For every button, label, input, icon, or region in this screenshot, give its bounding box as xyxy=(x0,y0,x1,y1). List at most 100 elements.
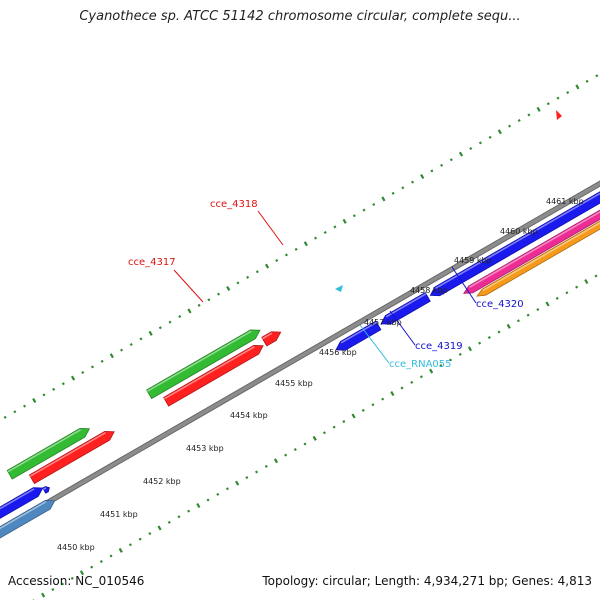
gene-arrow-highlight xyxy=(0,488,35,510)
inner-tick-mark xyxy=(487,336,491,340)
inner-tick-mark xyxy=(400,386,404,390)
tick-label: 4461 kbp xyxy=(546,197,584,206)
inner-tick-mark xyxy=(79,570,85,576)
inner-tick-mark xyxy=(148,532,152,536)
inner-tick-mark xyxy=(99,560,103,564)
outer-tick-mark xyxy=(158,326,162,330)
tick-label: 4458 kbp xyxy=(410,286,448,295)
outer-tick-mark xyxy=(381,196,386,202)
inner-tick-mark xyxy=(138,537,142,541)
backbone-line xyxy=(0,181,600,533)
gene-arrow[interactable] xyxy=(42,486,50,494)
gene-arrow-highlight xyxy=(146,330,252,392)
tick-label: 4460 kbp xyxy=(500,227,538,236)
gene-label[interactable]: cce_4317 xyxy=(128,257,176,268)
inner-tick-mark xyxy=(526,313,530,317)
feature-marker xyxy=(556,110,562,120)
gene-feature-track xyxy=(0,110,600,551)
inner-tick-mark xyxy=(506,323,511,329)
inner-tick-mark xyxy=(449,358,453,362)
inner-tick-mark xyxy=(225,487,229,491)
inner-tick-mark xyxy=(90,565,94,569)
inner-tick-mark xyxy=(187,509,191,513)
gene-label[interactable]: cce_4319 xyxy=(415,341,463,352)
outer-tick-mark xyxy=(81,371,85,375)
outer-tick-mark xyxy=(440,163,444,167)
gene-label-leader xyxy=(451,266,477,304)
gene-arrow[interactable] xyxy=(0,487,44,537)
outer-tick-mark xyxy=(32,398,37,404)
gene-arrow[interactable] xyxy=(163,345,264,407)
inner-tick-mark xyxy=(516,319,520,323)
inner-tick-mark xyxy=(128,543,132,547)
gene-arrow[interactable] xyxy=(335,320,382,351)
inner-tick-mark xyxy=(467,346,472,352)
rna-feature-arrow[interactable] xyxy=(335,285,343,292)
gene-label[interactable]: cce_4320 xyxy=(476,299,524,310)
outer-tick-mark xyxy=(139,337,143,341)
gene-label-leader xyxy=(389,310,416,346)
outer-tick-mark xyxy=(168,320,172,324)
gene-arrow[interactable] xyxy=(28,431,115,485)
gene-arrow-highlight xyxy=(43,487,47,491)
inner-tick-mark xyxy=(575,285,579,289)
gene-label[interactable]: cce_4318 xyxy=(210,199,258,210)
inner-tick-mark xyxy=(419,375,423,379)
tick-label: 4453 kbp xyxy=(186,444,224,453)
tick-label-group: 4450 kbp 4451 kbp 4452 kbp 4453 kbp 4454 kbp… xyxy=(57,197,584,552)
inner-tick-mark xyxy=(410,380,414,384)
gene-arrow-highlight xyxy=(262,332,273,340)
inner-tick-mark xyxy=(177,515,181,519)
outer-tick-mark xyxy=(411,180,415,184)
tick-label: 4450 kbp xyxy=(57,543,95,552)
inner-tick-mark xyxy=(109,554,113,558)
inner-tick-mark xyxy=(545,301,550,307)
outer-tick-mark xyxy=(109,353,114,359)
page-title: Cyanothece sp. ATCC 51142 chromosome cir… xyxy=(79,9,521,24)
gene-arrow-highlight xyxy=(0,501,47,530)
outer-tick-mark xyxy=(284,253,288,257)
gene-arrow-highlight xyxy=(469,210,600,288)
gene-arrow-highlight xyxy=(7,429,82,473)
outer-tick-mark xyxy=(120,348,124,352)
outer-tick-mark xyxy=(3,415,7,419)
gene-arrow-highlight xyxy=(29,432,106,477)
inner-tick-mark xyxy=(536,308,540,312)
outer-tick-track xyxy=(3,74,599,419)
outer-tick-mark xyxy=(246,275,250,279)
tick-label: 4452 kbp xyxy=(143,477,181,486)
outer-tick-mark xyxy=(546,102,550,106)
inner-tick-mark xyxy=(157,525,162,531)
outer-tick-mark xyxy=(70,375,76,381)
outer-tick-mark xyxy=(197,303,201,307)
outer-tick-mark xyxy=(372,203,376,207)
outer-tick-mark xyxy=(255,270,259,274)
outer-tick-mark xyxy=(449,158,453,162)
outer-tick-mark xyxy=(478,141,482,145)
gene-arrow[interactable] xyxy=(0,499,56,551)
tick-label: 4457 kbp xyxy=(364,318,402,327)
inner-tick-mark xyxy=(429,368,434,374)
outer-tick-mark xyxy=(527,113,531,117)
gene-arrow[interactable] xyxy=(261,331,282,347)
gene-label-leader xyxy=(173,269,204,303)
gene-label[interactable]: cce_RNA055 xyxy=(389,359,452,370)
outer-tick-mark xyxy=(303,241,308,247)
inner-tick-mark xyxy=(284,453,288,457)
inner-tick-mark xyxy=(478,341,482,345)
outer-tick-mark xyxy=(275,259,279,263)
outer-tick-mark xyxy=(362,208,366,212)
outer-tick-mark xyxy=(469,147,473,151)
outer-tick-mark xyxy=(566,91,570,95)
outer-tick-mark xyxy=(323,231,327,235)
outer-tick-mark xyxy=(178,315,182,319)
gene-arrow[interactable] xyxy=(146,329,261,400)
outer-tick-mark xyxy=(508,124,512,128)
outer-tick-mark xyxy=(556,96,560,100)
gene-label-group: cce_4318 cce_4317 cce_4320 cce_4319 cce_RNA0… xyxy=(128,199,524,370)
accession-label: Accession: NC_010546 xyxy=(8,574,145,588)
outer-tick-mark xyxy=(536,106,541,112)
gene-arrow[interactable] xyxy=(6,428,91,480)
gene-label-leader xyxy=(359,324,390,364)
